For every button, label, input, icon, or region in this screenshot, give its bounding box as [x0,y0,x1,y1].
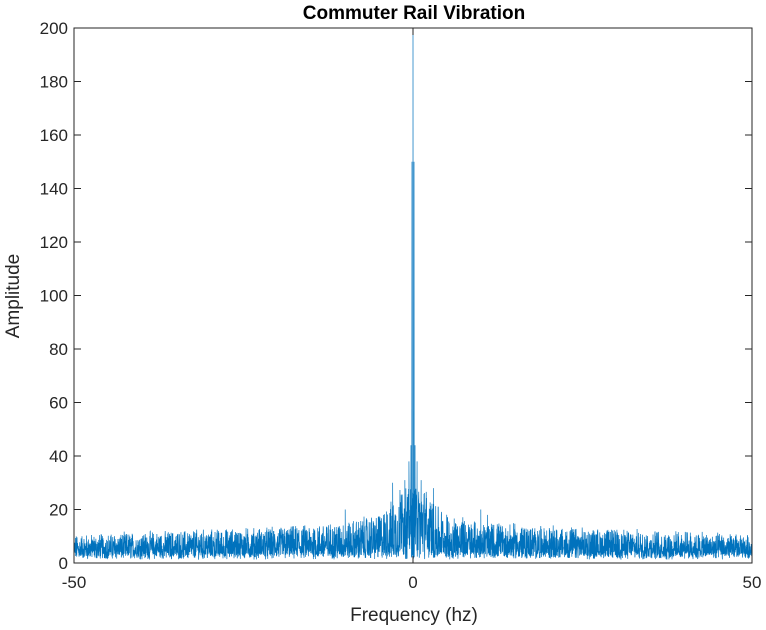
y-tick-label-7: 140 [40,180,68,199]
x-tick-label-0: -50 [62,573,87,592]
y-tick-label-3: 60 [49,394,68,413]
y-tick-label-1: 20 [49,501,68,520]
y-tick-label-4: 80 [49,340,68,359]
chart-title: Commuter Rail Vibration [303,3,525,24]
y-tick-label-9: 180 [40,73,68,92]
y-tick-label-5: 100 [40,287,68,306]
y-tick-label-8: 160 [40,126,68,145]
x-axis-title: Frequency (hz) [350,605,478,626]
y-axis-title: Amplitude [3,254,24,339]
y-tick-label-10: 200 [40,19,68,38]
series-line [74,28,752,563]
y-tick-label-0: 0 [59,554,68,573]
y-tick-label-2: 40 [49,447,68,466]
x-tick-label-2: 50 [743,573,762,592]
x-tick-label-1: 0 [408,573,417,592]
y-tick-label-6: 120 [40,233,68,252]
